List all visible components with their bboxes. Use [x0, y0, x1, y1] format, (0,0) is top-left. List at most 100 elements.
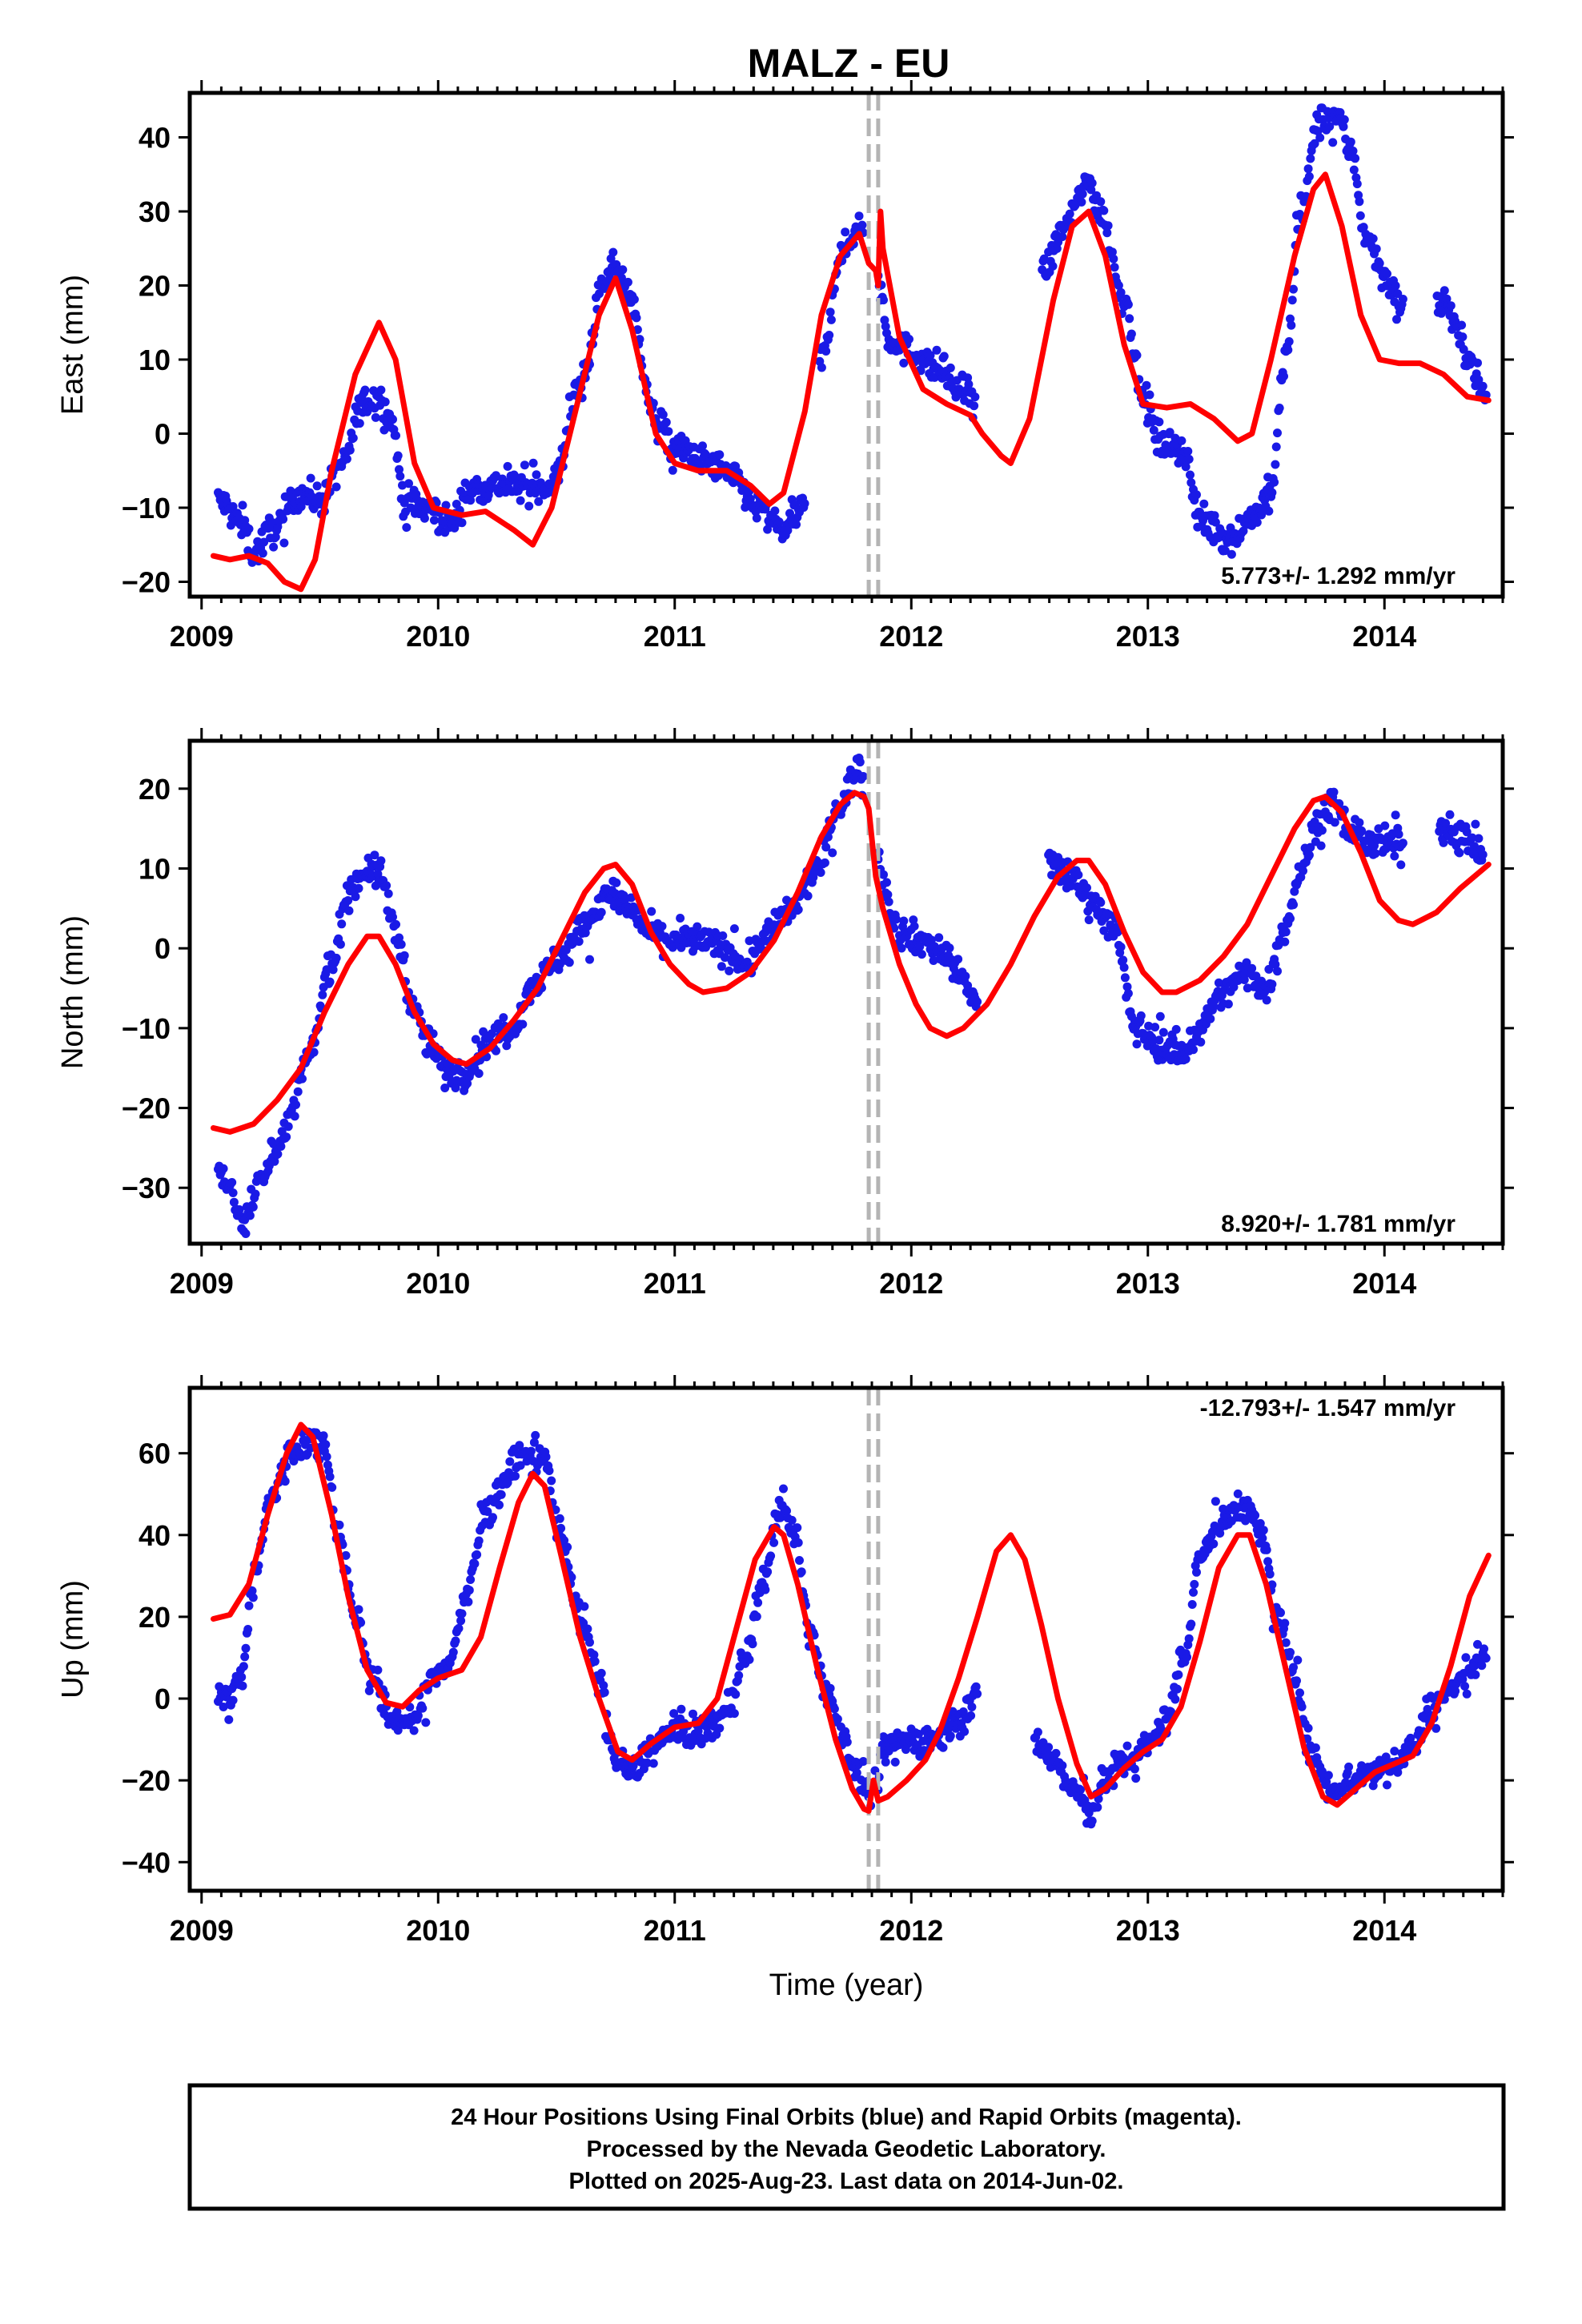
- east-data-point-563: [826, 315, 836, 324]
- up-data-point-26: [241, 1643, 251, 1653]
- east-data-point-1033: [1439, 286, 1449, 296]
- up-data-point-297: [529, 1437, 539, 1447]
- north-data-point-573: [823, 832, 833, 842]
- north-data-point-115: [335, 939, 345, 949]
- north-data-point-407: [647, 907, 656, 916]
- north-data-point-554: [803, 891, 813, 901]
- east-data-point-391: [629, 295, 639, 304]
- up-data-point-866: [1192, 1567, 1201, 1577]
- up-data-point-960: [1292, 1676, 1301, 1686]
- east-data-point-768: [1125, 314, 1134, 324]
- east-data-point-214: [441, 501, 451, 510]
- east-data-point-947: [1315, 133, 1325, 143]
- up-data-point-531: [779, 1484, 788, 1494]
- north-data-point-771: [1118, 955, 1128, 965]
- north-data-point-875: [1229, 983, 1239, 992]
- east-plot-frame: [187, 90, 1505, 599]
- up-data-point-848: [1173, 1684, 1182, 1694]
- north-data-point-249: [479, 1027, 488, 1036]
- east-data-point-418: [658, 410, 668, 420]
- north-data-point-75: [293, 1087, 303, 1096]
- up-data-point-499: [745, 1655, 754, 1664]
- north-data-point-648: [917, 950, 926, 959]
- north-data-point-245: [474, 1069, 484, 1078]
- up-data-point-990: [1323, 1771, 1333, 1780]
- east-data-point-14: [228, 502, 238, 511]
- north-data-point-73: [291, 1100, 300, 1109]
- north-data-point-1017: [1380, 821, 1390, 830]
- up-data-point-241: [470, 1559, 480, 1569]
- east-data-point-1025: [1398, 295, 1407, 304]
- up-x-tick-label: 2014: [1352, 1914, 1416, 1947]
- up-data-point-768: [1087, 1816, 1097, 1826]
- east-event-lines: [866, 93, 881, 597]
- north-data-point-722: [1066, 881, 1076, 891]
- up-data-point-120: [341, 1550, 351, 1560]
- north-data-point-911: [1267, 979, 1277, 989]
- east-data-point-562: [825, 308, 835, 317]
- east-data-point-78: [296, 502, 306, 512]
- north-data-point-923: [1280, 937, 1290, 947]
- up-data-point-451: [693, 1727, 703, 1736]
- north-data-point-753: [1099, 926, 1109, 935]
- north-data-point-969: [1329, 787, 1339, 797]
- north-data-point-616: [883, 890, 893, 899]
- up-data-point-712: [971, 1682, 981, 1691]
- up-data-point-884: [1211, 1497, 1220, 1506]
- north-data-point-242: [471, 1035, 480, 1044]
- east-data-point-643: [926, 351, 935, 360]
- east-data-point-892: [1257, 510, 1267, 520]
- east-data-point-909: [1275, 404, 1284, 412]
- north-data-point-72: [290, 1112, 299, 1121]
- up-data-point-740: [1058, 1761, 1067, 1771]
- up-data-point-929: [1259, 1526, 1268, 1535]
- up-data-point-857: [1182, 1652, 1191, 1662]
- east-x-tick-label: 2011: [644, 620, 706, 653]
- north-data-point-102: [322, 965, 331, 975]
- east-data-point-42: [258, 549, 267, 558]
- east-data-point-979: [1349, 165, 1359, 175]
- north-data-point-970: [1330, 818, 1339, 827]
- north-data-point-33: [248, 1202, 258, 1212]
- up-data-point-284: [516, 1461, 525, 1470]
- up-data-point-264: [495, 1500, 504, 1510]
- north-data-point-809: [1158, 1027, 1168, 1037]
- north-data-point-160: [383, 889, 393, 899]
- east-data-point-831: [1192, 490, 1201, 500]
- east-data-point-523: [770, 506, 780, 516]
- east-data-point-618: [899, 358, 909, 368]
- up-data-point-707: [966, 1711, 976, 1720]
- north-data-point-158: [382, 881, 391, 891]
- north-data-point-805: [1154, 1035, 1164, 1045]
- up-data-point-10: [224, 1715, 234, 1724]
- east-data-point-535: [783, 525, 793, 535]
- up-data-point-945: [1276, 1608, 1285, 1618]
- north-data-point-175: [400, 951, 409, 960]
- up-y-tick-label: 60: [139, 1437, 171, 1470]
- up-data-point-717: [1033, 1727, 1042, 1737]
- north-data-point-924: [1281, 927, 1291, 937]
- up-data-point-360: [596, 1668, 606, 1678]
- east-data-point-93: [312, 481, 322, 491]
- east-x-tick-label: 2014: [1352, 620, 1416, 653]
- east-data-point-858: [1220, 546, 1230, 556]
- north-data-point-26: [241, 1229, 251, 1238]
- east-y-tick-label: 20: [139, 270, 171, 303]
- east-data-point-133: [355, 419, 364, 428]
- up-data-point-539: [787, 1515, 797, 1525]
- up-data-point-245: [474, 1536, 484, 1546]
- north-panel: 2009 2010 2011 2012 2013 2014 −30 −20 −10 0 10 20 N…: [56, 728, 1514, 1300]
- east-data-point-288: [520, 460, 529, 470]
- up-data-point-506: [752, 1612, 761, 1622]
- up-data-point-102: [322, 1452, 331, 1462]
- up-data-point-243: [472, 1550, 482, 1559]
- up-data-point-354: [590, 1657, 600, 1667]
- east-y-tick-label: −10: [122, 492, 171, 525]
- east-data-point-52: [269, 542, 279, 552]
- up-data-point-502: [748, 1639, 757, 1649]
- up-data-point-428: [669, 1709, 679, 1719]
- up-data-point-192: [418, 1703, 428, 1713]
- east-data-point-942: [1310, 139, 1319, 148]
- up-data-point-519: [766, 1551, 776, 1561]
- up-data-point-534: [782, 1506, 791, 1516]
